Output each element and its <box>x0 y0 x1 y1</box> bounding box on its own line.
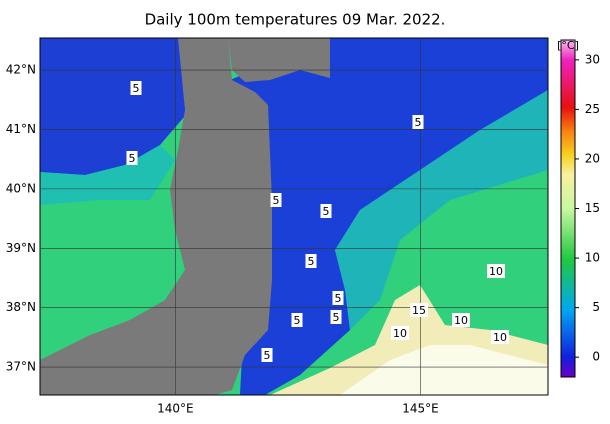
sea-cyan-west <box>40 145 175 205</box>
contour-label-box <box>130 81 142 95</box>
sea-blue-east <box>230 38 548 395</box>
contour-label-box <box>320 204 332 218</box>
lat-tick-label: 39°N <box>6 241 36 255</box>
warm-core <box>340 345 548 395</box>
sea-cyan-east <box>335 90 548 330</box>
colorbar-tick-label: 0 <box>592 350 600 364</box>
colorbar-unit: [°C] <box>557 39 579 52</box>
sea-blue-west <box>40 38 190 175</box>
land-honshu <box>40 38 272 395</box>
colorbar-tick-label: 15 <box>585 201 600 215</box>
lat-tick-label: 42°N <box>6 63 36 77</box>
contour-label-box <box>412 115 424 129</box>
lat-tick-label: 37°N <box>6 360 36 374</box>
contour-label-box <box>452 313 470 327</box>
map-frame <box>39 37 549 396</box>
contour-label-box <box>270 193 282 207</box>
colorbar <box>560 39 576 378</box>
contour-label: 10 <box>393 327 407 340</box>
colorbar-tick-label: 30 <box>585 52 600 66</box>
contour-label-box <box>410 303 428 317</box>
colorbar-tick-label: 10 <box>585 251 600 265</box>
contour-label-box <box>332 291 344 305</box>
contour-label-box <box>126 151 138 165</box>
contour-label-box <box>330 310 342 324</box>
contour-label: 5 <box>415 116 422 129</box>
map-field <box>40 38 548 395</box>
lat-tick-label: 40°N <box>6 181 36 195</box>
contour-label: 10 <box>489 265 503 278</box>
lat-tick-label: 38°N <box>6 300 36 314</box>
contour-label: 5 <box>133 82 140 95</box>
lat-tick-label: 41°N <box>6 122 36 136</box>
contour-label: 5 <box>323 205 330 218</box>
contour-label-box <box>487 264 505 278</box>
contour-label-box <box>291 313 303 327</box>
contour-label: 5 <box>264 349 271 362</box>
colorbar-tick-label: 5 <box>592 300 600 314</box>
contour-label-box <box>391 326 409 340</box>
lon-tick-label: 140°E <box>157 402 194 416</box>
contour-label: 10 <box>493 331 507 344</box>
colorbar-tick-label: 20 <box>585 151 600 165</box>
contour-label-box <box>261 348 273 362</box>
contour-label: 5 <box>294 314 301 327</box>
contour-label-box <box>305 254 317 268</box>
contour-label: 15 <box>412 304 426 317</box>
contour-label-box <box>491 330 509 344</box>
contour-label: 5 <box>308 255 315 268</box>
contour-label: 5 <box>335 292 342 305</box>
title: Daily 100m temperatures 09 Mar. 2022. <box>145 11 446 29</box>
contour-label: 5 <box>129 152 136 165</box>
contour-label: 5 <box>273 194 280 207</box>
lon-tick-label: 145°E <box>402 402 439 416</box>
contour-label: 10 <box>454 314 468 327</box>
land-hokkaido <box>228 38 330 82</box>
colorbar-tick-label: 25 <box>585 102 600 116</box>
contour-label: 5 <box>333 311 340 324</box>
